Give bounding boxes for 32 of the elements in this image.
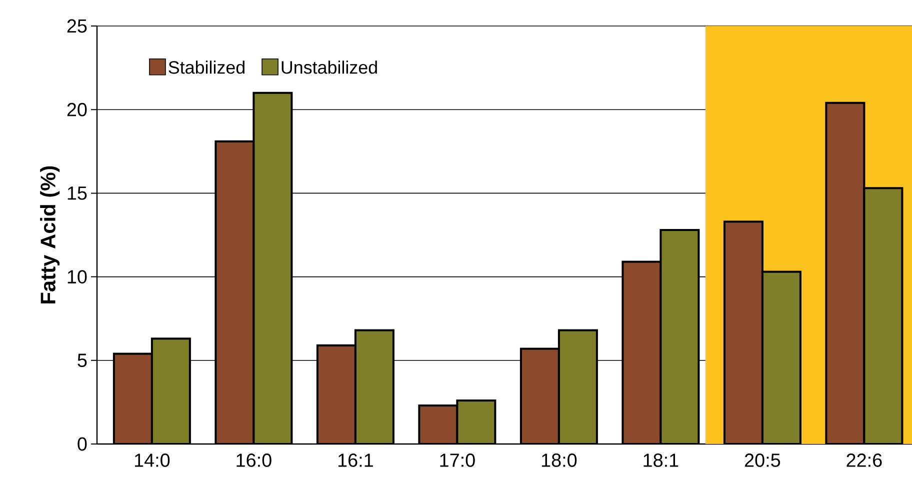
- bar: [112, 352, 153, 444]
- y-tick-label: 0: [78, 437, 87, 451]
- y-tick-label: 20: [67, 102, 87, 116]
- x-tick-label: 18:0: [542, 454, 577, 467]
- y-axis-title: Fatty Acid (%): [40, 166, 60, 304]
- bar: [354, 329, 394, 444]
- bar: [622, 260, 662, 444]
- legend-label: Unstabilized: [282, 60, 377, 74]
- x-tick-label: 16:1: [338, 454, 373, 467]
- y-tick-label: 25: [67, 19, 87, 33]
- bar: [863, 187, 904, 444]
- bar: [723, 220, 764, 444]
- bar: [520, 348, 560, 444]
- x-tick-label: 20:5: [744, 454, 780, 467]
- x-tick-label: 22:6: [846, 454, 882, 467]
- x-tick-label: 16:0: [236, 454, 272, 467]
- bar: [761, 270, 802, 444]
- bar: [456, 400, 496, 444]
- bar: [558, 329, 598, 444]
- bar: [252, 92, 293, 444]
- legend-label: Stabilized: [168, 60, 244, 74]
- bar: [825, 102, 866, 444]
- bar: [418, 404, 458, 444]
- bar: [214, 140, 255, 444]
- bar: [316, 344, 356, 444]
- y-tick-label: 5: [78, 354, 87, 368]
- y-tick-label: 10: [68, 270, 87, 284]
- y-tick-label: 15: [68, 186, 87, 200]
- x-tick-label: 14:0: [134, 454, 170, 467]
- x-tick-label: 17:0: [440, 454, 475, 467]
- x-tick-label: 18:1: [644, 454, 678, 467]
- bar: [150, 338, 191, 444]
